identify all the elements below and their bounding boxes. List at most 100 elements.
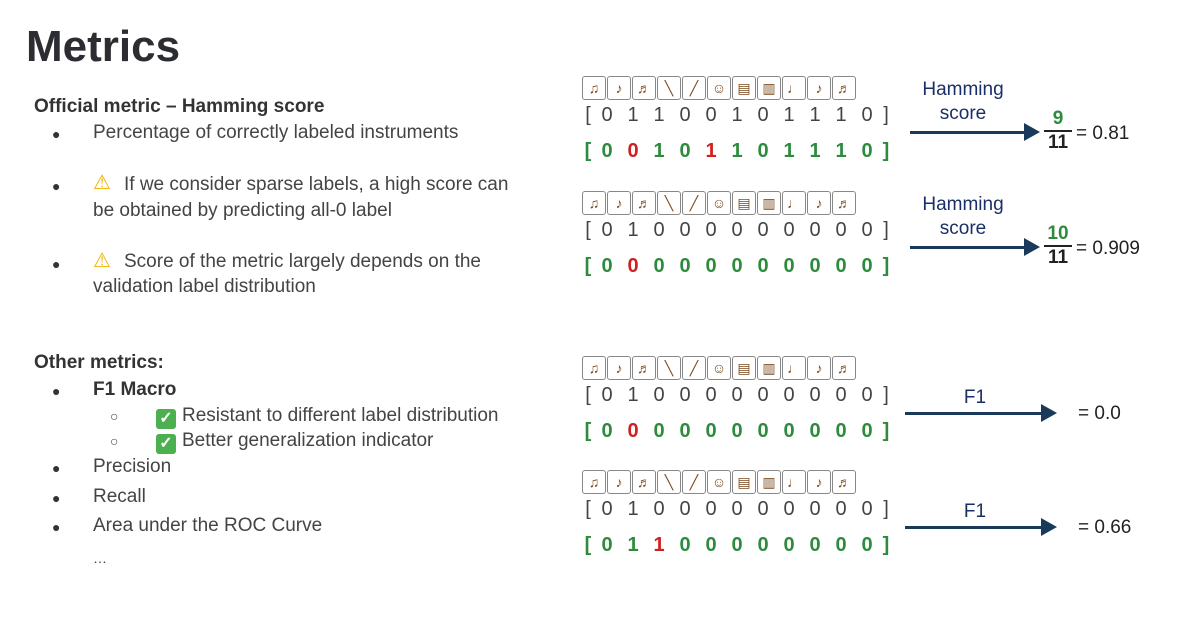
pred-value: 0 [757, 534, 769, 556]
flute-icon: ╱ [682, 470, 706, 494]
pred-value: 0 [601, 534, 613, 556]
electric-guitar-icon: ♬ [632, 470, 656, 494]
ground-truth-vector: [0 1 0 0 0 0 0 0 0 0 0] [585, 219, 889, 241]
other-item-precision: Precision [93, 456, 172, 477]
acoustic-guitar-icon: ♫ [582, 76, 606, 100]
gt-value: 0 [809, 498, 821, 520]
gt-value: 0 [653, 384, 665, 406]
pred-value: 1 [653, 140, 665, 162]
pred-value: 0 [731, 534, 743, 556]
flute-icon: ╱ [682, 191, 706, 215]
pred-value: 0 [627, 420, 639, 442]
ground-truth-vector: [0 1 0 0 0 0 0 0 0 0 0] [585, 498, 889, 520]
gt-value: 0 [679, 219, 691, 241]
violin-icon: ♪ [607, 356, 631, 380]
gt-value: 0 [809, 384, 821, 406]
sub-item-2: ✓ Better generalization indicator [156, 428, 433, 454]
gt-value: 0 [731, 384, 743, 406]
fraction-denominator: 11 [1044, 245, 1072, 269]
violin-icon: ♪ [607, 191, 631, 215]
pred-value: 0 [861, 420, 873, 442]
cello-icon: ♬ [832, 470, 856, 494]
trumpet-icon: ♪ [807, 76, 831, 100]
gt-value: 0 [705, 219, 717, 241]
fraction: 10 11 [1044, 223, 1072, 269]
gt-value: 0 [601, 219, 613, 241]
clarinet-icon: ╲ [657, 191, 681, 215]
gt-value: 0 [601, 384, 613, 406]
gt-value: 0 [861, 384, 873, 406]
pred-value: 0 [861, 140, 873, 162]
cello-icon: ♬ [832, 356, 856, 380]
organ-icon: ▤ [732, 76, 756, 100]
arrow-icon [905, 518, 1057, 536]
violin-icon: ♪ [607, 470, 631, 494]
pred-value: 1 [705, 140, 717, 162]
gt-value: 0 [705, 498, 717, 520]
sub-item-2-text: Better generalization indicator [182, 430, 434, 451]
pred-value: 0 [861, 255, 873, 277]
piano-icon: ▥ [757, 191, 781, 215]
prediction-vector: [0 0 0 0 0 0 0 0 0 0 0] [584, 255, 890, 277]
pred-value: 0 [705, 534, 717, 556]
sub-bullet: ○ [110, 433, 119, 449]
gt-value: 1 [627, 104, 639, 126]
gt-value: 1 [783, 104, 795, 126]
gt-value: 0 [835, 384, 847, 406]
clarinet-icon: ╲ [657, 76, 681, 100]
official-bullet-2-line1: If we consider sparse labels, a high sco… [124, 174, 509, 195]
pred-value: 1 [627, 534, 639, 556]
prediction-vector: [0 1 1 0 0 0 0 0 0 0 0] [584, 534, 890, 556]
gt-value: 1 [627, 498, 639, 520]
gt-value: 0 [783, 498, 795, 520]
metric-name-line2: score [939, 103, 987, 124]
pred-value: 0 [809, 534, 821, 556]
pred-value: 0 [601, 140, 613, 162]
metric-result: = 0.81 [1076, 123, 1130, 144]
gt-value: 0 [653, 219, 665, 241]
gt-value: 0 [757, 104, 769, 126]
ground-truth-vector: [0 1 0 0 0 0 0 0 0 0 0] [585, 384, 889, 406]
gt-value: 0 [731, 498, 743, 520]
pred-value: 0 [731, 420, 743, 442]
clarinet-icon: ╲ [657, 470, 681, 494]
sub-item-1-text: Resistant to different label distributio… [182, 405, 499, 426]
pred-value: 0 [601, 255, 613, 277]
metric-name-line2: score [939, 218, 987, 239]
metric-name: F1 [963, 501, 987, 522]
pred-value: 0 [679, 255, 691, 277]
instrument-icons-row: ♫ ♪ ♬ ╲ ╱ ☺ ▤ ▥ ♩ ♪ ♬ [582, 356, 856, 380]
ground-truth-vector: [0 1 1 0 0 1 0 1 1 1 0] [585, 104, 889, 126]
check-icon: ✓ [156, 434, 176, 454]
gt-value: 0 [835, 219, 847, 241]
pred-value: 0 [679, 420, 691, 442]
gt-value: 0 [757, 498, 769, 520]
pred-value: 0 [705, 255, 717, 277]
saxophone-icon: ♩ [782, 191, 806, 215]
metric-arrow-label: F1 [925, 386, 1025, 410]
pred-value: 1 [653, 534, 665, 556]
warning-icon: ⚠ [93, 250, 111, 272]
fraction-numerator: 10 [1047, 223, 1069, 244]
gt-value: 0 [705, 104, 717, 126]
bullet-dot: ● [52, 490, 61, 506]
gt-value: 0 [601, 104, 613, 126]
pred-value: 0 [835, 534, 847, 556]
pred-value: 0 [679, 534, 691, 556]
saxophone-icon: ♩ [782, 356, 806, 380]
instrument-icons-row: ♫ ♪ ♬ ╲ ╱ ☺ ▤ ▥ ♩ ♪ ♬ [582, 76, 856, 100]
gt-value: 0 [705, 384, 717, 406]
pred-value: 0 [757, 140, 769, 162]
pred-value: 1 [809, 140, 821, 162]
bullet-dot: ● [52, 460, 61, 476]
prediction-vector: [0 0 1 0 1 1 0 1 1 1 0] [584, 140, 890, 162]
singer-icon: ☺ [707, 191, 731, 215]
pred-value: 0 [835, 420, 847, 442]
gt-value: 0 [783, 384, 795, 406]
pred-value: 0 [653, 255, 665, 277]
official-heading: Official metric – Hamming score [34, 96, 325, 117]
pred-value: 0 [705, 420, 717, 442]
gt-value: 0 [757, 219, 769, 241]
metric-name-line1: Hamming [922, 194, 1004, 215]
electric-guitar-icon: ♬ [632, 76, 656, 100]
